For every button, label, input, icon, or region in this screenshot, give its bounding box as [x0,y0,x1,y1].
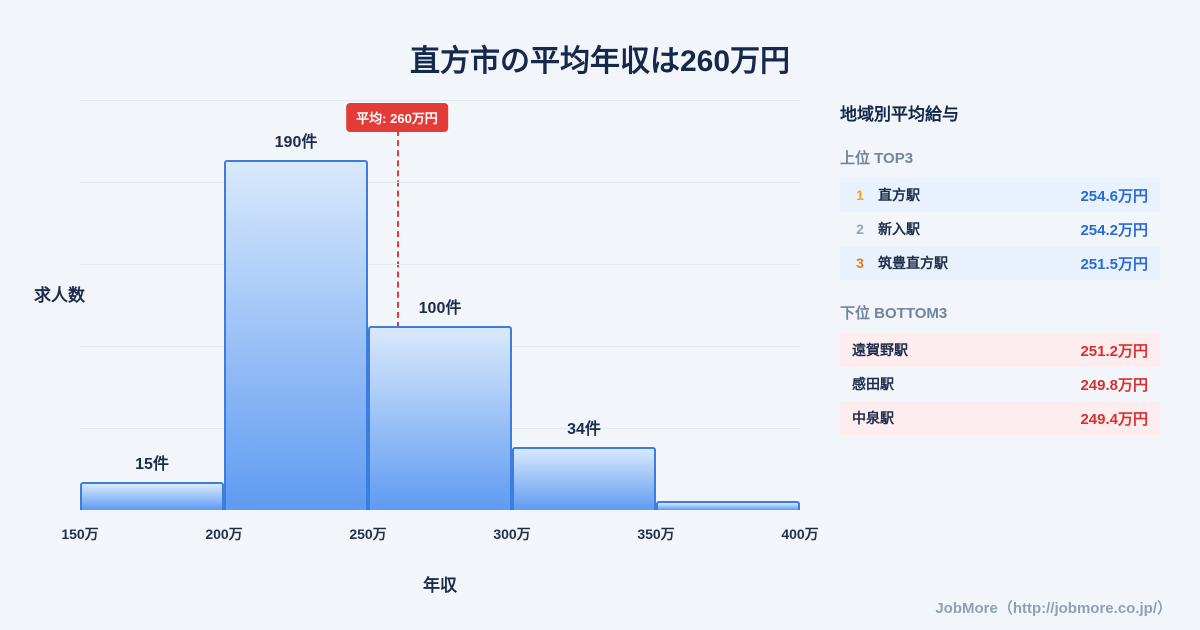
average-badge: 平均: 260万円 [346,103,448,132]
bar-count-label: 34件 [567,421,601,438]
x-tick-label: 400万 [781,526,819,542]
station-name: 筑豊直方駅 [878,255,948,271]
salary-value: 249.8万円 [1080,376,1148,394]
panel-title: 地域別平均給与 [840,105,959,124]
salary-value: 254.6万円 [1080,187,1148,205]
bar-count-label: 15件 [135,456,169,473]
salary-value: 251.2万円 [1080,342,1148,360]
histogram-plot-area: 平均: 260万円 15件 190件 100件 34件 [80,100,800,510]
page-title: 直方市の平均年収は260万円 [409,45,791,78]
station-row: 遠賀野駅 251.2万円 [840,333,1160,367]
histogram-bar [368,326,512,510]
station-name: 中泉駅 [852,410,894,426]
average-line [397,130,399,510]
rank-number: 3 [856,255,864,271]
station-name: 遠賀野駅 [852,342,908,358]
x-tick-label: 350万 [637,526,675,542]
footer-credit: JobMore（http://jobmore.co.jp/） [935,600,1172,617]
salary-value: 251.5万円 [1080,255,1148,273]
x-tick-label: 300万 [493,526,531,542]
x-axis-label: 年収 [423,576,457,595]
histogram-bar [80,482,224,510]
x-tick-label: 200万 [205,526,243,542]
station-name: 新入駅 [878,221,920,237]
top3-table: 1 直方駅 254.6万円 2 新入駅 254.2万円 3 筑豊直方駅 251.5万円 [840,178,1160,280]
bar-count-label: 100件 [418,300,462,317]
gridline [80,264,800,265]
x-tick-label: 150万 [61,526,99,542]
station-name: 感田駅 [852,376,894,392]
bottom3-heading: 下位 BOTTOM3 [840,305,948,322]
station-name: 直方駅 [878,187,920,203]
histogram-bar [224,160,368,510]
rank-number: 1 [856,187,864,203]
y-axis-label: 求人数 [34,286,85,305]
salary-value: 254.2万円 [1080,221,1148,239]
station-row: 2 新入駅 254.2万円 [840,212,1160,246]
histogram-bar [512,447,656,510]
gridline [80,100,800,101]
station-row: 1 直方駅 254.6万円 [840,178,1160,212]
bar-count-label: 190件 [274,134,318,151]
station-row: 感田駅 249.8万円 [840,367,1160,401]
station-row: 3 筑豊直方駅 251.5万円 [840,246,1160,280]
salary-value: 249.4万円 [1080,410,1148,428]
station-row: 中泉駅 249.4万円 [840,401,1160,435]
histogram-bar [656,501,800,510]
top3-heading: 上位 TOP3 [840,150,914,167]
region-salary-panel: 地域別平均給与 上位 TOP3 1 直方駅 254.6万円 2 新入駅 254.2万円 3 筑… [840,100,1160,435]
bottom3-table: 遠賀野駅 251.2万円感田駅 249.8万円中泉駅 249.4万円 [840,333,1160,435]
x-tick-label: 250万 [349,526,387,542]
rank-number: 2 [856,221,864,237]
gridline [80,182,800,183]
